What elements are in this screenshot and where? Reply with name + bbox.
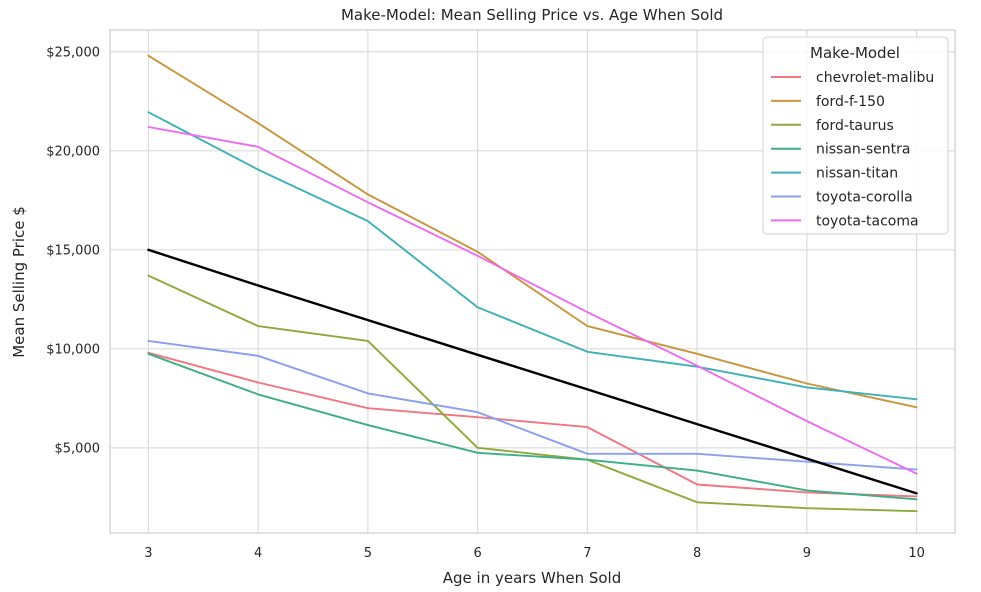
series-line-nissan-titan (147, 111, 918, 401)
chart-title: Make-Model: Mean Selling Price vs. Age W… (341, 6, 723, 24)
x-tick-label: 7 (583, 546, 591, 561)
series-line-nissan-sentra (147, 352, 918, 501)
plot-frame (109, 29, 956, 534)
x-tick-label: 5 (364, 546, 372, 561)
legend-label: ford-f-150 (816, 94, 885, 110)
x-tick-label: 6 (473, 546, 481, 561)
y-tick-label: $20,000 (46, 144, 100, 159)
y-tick-label: $10,000 (46, 342, 100, 357)
x-axis-label: Age in years When Sold (443, 569, 622, 587)
x-tick-label: 9 (803, 546, 811, 561)
legend-label: nissan-titan (816, 166, 898, 182)
y-tick-label: $25,000 (46, 45, 100, 60)
x-tick-label: 3 (144, 546, 152, 561)
x-tick-label: 8 (693, 546, 701, 561)
x-tick-label: 4 (254, 546, 262, 561)
y-tick-label: $5,000 (55, 441, 101, 456)
legend-box (762, 36, 949, 235)
tick-labels: 3 4 5 6 7 8 9 10 $5,000 $10,000 $15,000 $20,000 $25,… (46, 45, 925, 561)
trend-line (147, 248, 918, 495)
series-line-toyota-tacoma (147, 126, 918, 475)
y-axis-label: Mean Selling Price $ (10, 206, 28, 358)
series-line-ford-taurus (147, 274, 918, 513)
legend-label: chevrolet-malibu (816, 70, 934, 86)
x-tick-label: 10 (908, 546, 925, 561)
legend-label: ford-taurus (816, 118, 894, 134)
series-line-ford-f-150 (147, 54, 918, 409)
legend-label: toyota-tacoma (816, 213, 919, 229)
series-line-chevrolet-malibu (147, 351, 918, 498)
series-line-toyota-corolla (147, 339, 918, 471)
legend-label: toyota-corolla (816, 190, 913, 206)
legend-title: Make-Model (810, 44, 900, 62)
y-tick-label: $15,000 (46, 243, 100, 258)
legend: Make-Model chevrolet-malibu ford-f-150 for… (762, 36, 949, 235)
series-lines (147, 54, 918, 513)
legend-label: nissan-sentra (816, 142, 910, 158)
